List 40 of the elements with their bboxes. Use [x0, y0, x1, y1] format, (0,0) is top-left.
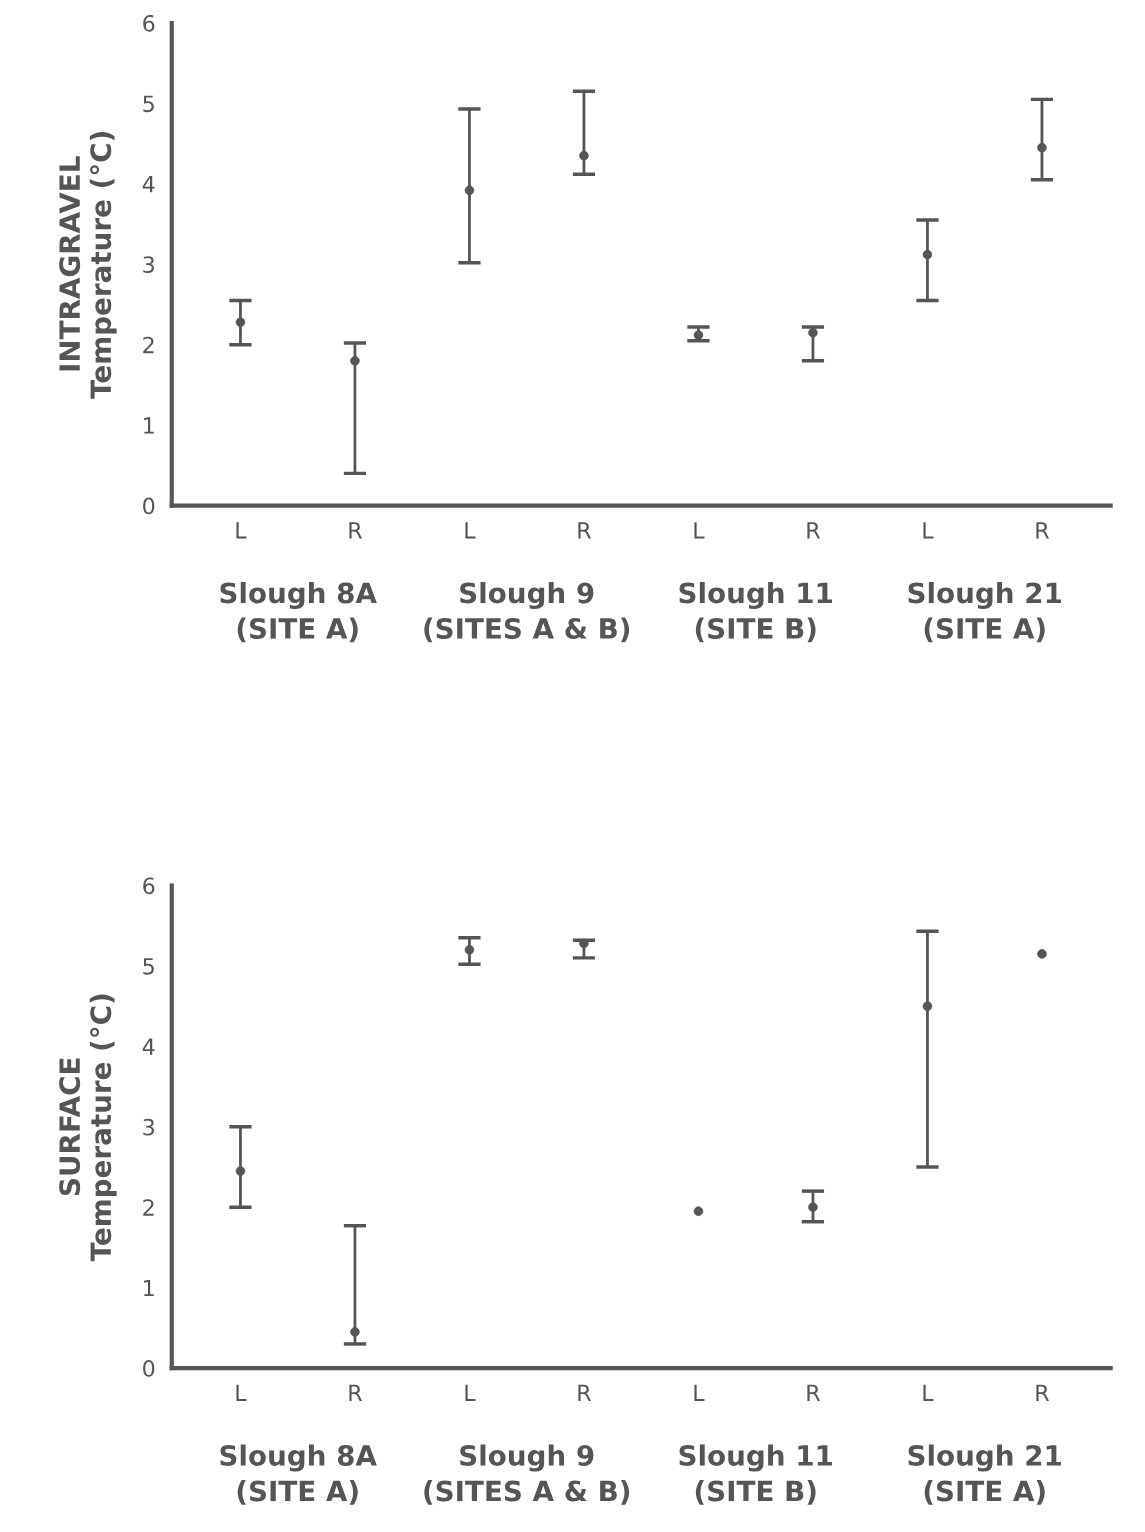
y-tick-label: 6: [143, 14, 155, 32]
y-tick-label: 2: [143, 336, 154, 354]
x-tick-label: R: [807, 522, 821, 539]
text: Slough 21 (SITE A): [908, 1444, 1061, 1505]
x-tick-label: L: [923, 522, 934, 539]
x-tick-label: L: [923, 1384, 934, 1401]
text: Slough 9 (SITES A & B): [424, 1444, 630, 1505]
x-tick-label: L: [694, 522, 705, 539]
y-tick-label: 0: [143, 1360, 155, 1377]
x-tick-label: R: [578, 522, 592, 539]
y-tick-label: 4: [142, 1038, 155, 1055]
text: Slough 11 (SITE B): [679, 581, 832, 643]
x-tick-label: L: [465, 1384, 476, 1401]
y-tick-label: 6: [143, 877, 155, 895]
text: Slough 11 (SITE B): [679, 1444, 832, 1505]
x-tick-label: R: [807, 1384, 821, 1401]
x-tick-label: L: [694, 1384, 705, 1401]
text: Slough 21 (SITE A): [908, 581, 1061, 643]
y-axis-title: INTRAGRAVEL Temperature (°C): [59, 132, 117, 399]
text: Slough 9 (SITES A & B): [424, 581, 630, 643]
x-tick-label: R: [1036, 522, 1050, 539]
text: Slough 8A (SITE A): [220, 581, 377, 643]
x-tick-label: R: [1036, 1384, 1050, 1401]
y-axis-title: SURFACE Temperature (°C): [59, 994, 117, 1262]
x-tick-label: L: [236, 1384, 247, 1401]
y-tick-label: 3: [143, 1118, 154, 1136]
y-tick-label: 1: [144, 1279, 154, 1297]
x-tick-label: L: [236, 522, 247, 539]
text: Slough 8A (SITE A): [220, 1444, 377, 1505]
y-tick-label: 4: [142, 176, 155, 193]
x-tick-label: R: [578, 1384, 592, 1401]
y-tick-label: 5: [143, 95, 154, 113]
x-tick-label: R: [349, 1384, 363, 1401]
y-tick-label: 3: [143, 256, 154, 274]
y-tick-label: 2: [143, 1199, 154, 1216]
y-tick-label: 5: [143, 958, 154, 975]
x-tick-label: L: [465, 522, 476, 539]
y-tick-label: 1: [144, 417, 154, 434]
x-tick-label: R: [349, 522, 363, 539]
y-tick-label: 0: [143, 497, 155, 515]
